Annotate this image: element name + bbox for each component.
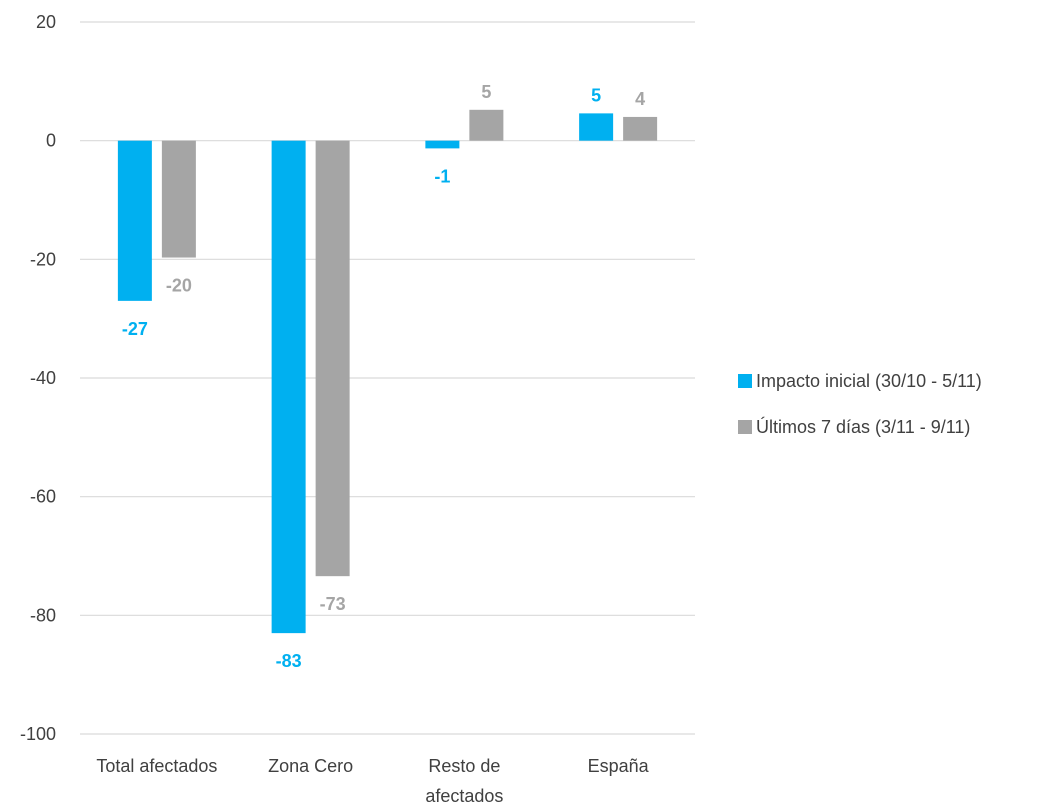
y-tick-label: -80 — [30, 605, 56, 625]
x-category-label: Zona Cero — [268, 756, 353, 776]
legend-label: Últimos 7 días (3/11 - 9/11) — [756, 416, 970, 437]
y-tick-label: -40 — [30, 368, 56, 388]
x-category-label: España — [588, 756, 650, 776]
data-labels: -27 -20 -83 -73 -1 5 5 4 — [122, 82, 645, 671]
bar-ultimos-7-dias — [315, 140, 350, 577]
legend-swatch — [738, 374, 752, 388]
x-axis-categories: Total afectados Zona Cero Resto de afectado… — [96, 756, 649, 803]
data-label: 5 — [591, 85, 601, 105]
data-label: -1 — [434, 166, 450, 186]
data-label: -83 — [276, 651, 302, 671]
bar-impacto-inicial — [425, 140, 460, 149]
y-tick-label: -60 — [30, 487, 56, 507]
legend-swatch — [738, 420, 752, 434]
bar-impacto-inicial — [271, 140, 306, 634]
y-axis-ticks: 20 0 -20 -40 -60 -80 -100 — [20, 12, 56, 744]
x-category-label: afectados — [425, 786, 503, 803]
data-label: -27 — [122, 319, 148, 339]
bar-impacto-inicial — [579, 113, 614, 141]
y-tick-label: 0 — [46, 131, 56, 151]
bar-ultimos-7-dias — [469, 109, 504, 141]
legend: Impacto inicial (30/10 - 5/11) Últimos 7 … — [738, 371, 982, 437]
data-label: -20 — [166, 276, 192, 296]
bar-ultimos-7-dias — [161, 140, 196, 258]
y-tick-label: -20 — [30, 249, 56, 269]
bar-ultimos-7-dias — [623, 116, 658, 141]
legend-label: Impacto inicial (30/10 - 5/11) — [756, 371, 982, 391]
data-label: 5 — [481, 82, 491, 102]
bar-impacto-inicial — [117, 140, 152, 301]
bars — [117, 109, 658, 634]
data-label: 4 — [635, 89, 645, 109]
y-tick-label: 20 — [36, 12, 56, 32]
y-tick-label: -100 — [20, 724, 56, 744]
data-label: -73 — [320, 594, 346, 614]
x-category-label: Total afectados — [96, 756, 217, 776]
x-category-label: Resto de — [428, 756, 500, 776]
